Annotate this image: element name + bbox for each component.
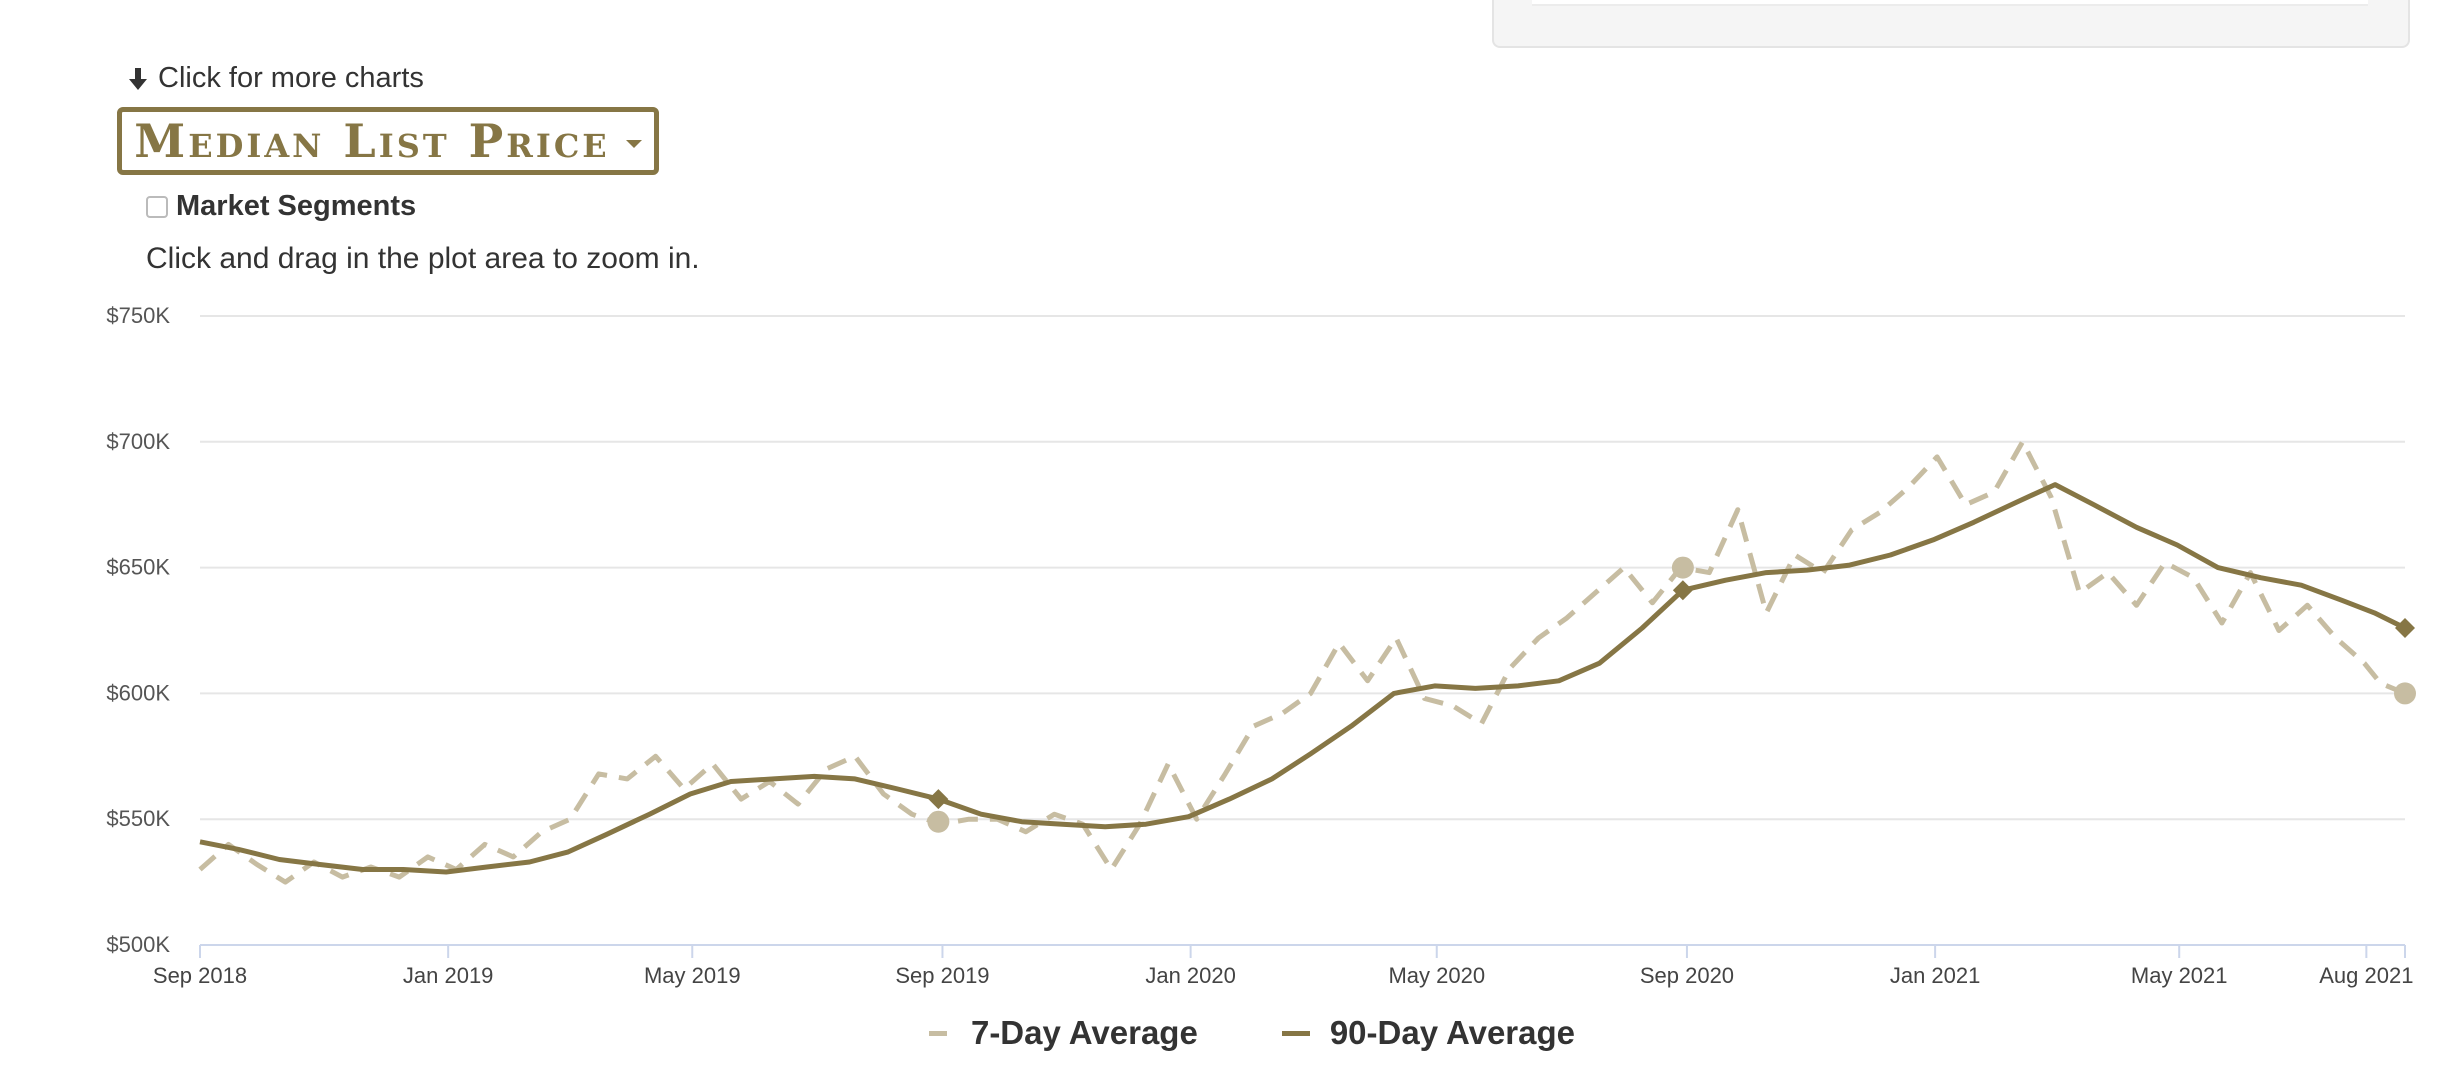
legend-item-90day[interactable]: 90-Day Average (1281, 1014, 1576, 1052)
chart-type-dropdown[interactable]: Median List Price (117, 107, 659, 175)
x-tick-label: Aug 2021 (2319, 963, 2413, 988)
top-panel-inner (1532, 0, 2368, 6)
y-tick-label: $700K (106, 429, 170, 454)
arrow-down-icon (129, 67, 147, 90)
legend-label-7day: 7-Day Average (970, 1014, 1198, 1051)
chart-type-dropdown-label: Median List Price (134, 114, 610, 168)
series-7day-marker (927, 810, 950, 833)
series-layer (198, 439, 2407, 885)
x-axis: Sep 2018 Jan 2019 May 2019 Sep 2019 Jan 2020… (153, 944, 2413, 988)
legend: 7-Day Average 90-Day Average (0, 1014, 2460, 1052)
y-tick-label: $600K (106, 680, 170, 705)
grid-layer: $500K $550K $600K $650K $700K $750K (106, 303, 2405, 957)
legend-label-90day: 90-Day Average (1329, 1014, 1576, 1051)
market-segments-label: Market Segments (176, 190, 417, 222)
more-charts-hint: Click for more charts (126, 62, 424, 95)
series-7day-marker (1671, 556, 1694, 579)
y-tick-label: $650K (106, 555, 170, 580)
x-tick-label: Jan 2021 (1890, 963, 1981, 988)
series-7day-line (198, 439, 2406, 885)
x-tick-label: Sep 2018 (153, 963, 247, 988)
marker-layer (927, 556, 2416, 833)
series-90day-marker (1672, 580, 1693, 601)
top-panel (1492, 0, 2410, 48)
y-tick-label: $550K (106, 806, 170, 831)
zoom-hint: Click and drag in the plot area to zoom … (146, 242, 700, 275)
more-charts-label: Click for more charts (158, 62, 424, 94)
x-tick-label: Jan 2020 (1145, 963, 1236, 988)
x-tick-label: May 2021 (2131, 963, 2228, 988)
x-tick-label: May 2020 (1388, 963, 1485, 988)
series-90day-marker (928, 789, 949, 810)
y-tick-label: $750K (106, 303, 170, 328)
legend-swatch-90day (1281, 1030, 1310, 1036)
series-90day-line (199, 482, 2407, 875)
legend-swatch-7day (928, 1030, 951, 1036)
series-90day-marker (2395, 617, 2415, 638)
x-tick-label: May 2019 (644, 963, 741, 988)
x-tick-label: Sep 2020 (1640, 963, 1734, 988)
market-segments-toggle[interactable]: Market Segments (146, 190, 416, 223)
caret-down-icon (625, 140, 642, 148)
price-chart[interactable]: $500K $550K $600K $650K $700K $750K Sep 2018 J… (0, 0, 2460, 1010)
x-tick-label: Jan 2019 (403, 963, 494, 988)
y-tick-label: $500K (106, 932, 170, 957)
x-tick-label: Sep 2019 (895, 963, 989, 988)
legend-item-7day[interactable]: 7-Day Average (928, 1014, 1198, 1052)
market-segments-checkbox[interactable] (146, 195, 168, 218)
series-7day-marker (2394, 682, 2416, 705)
